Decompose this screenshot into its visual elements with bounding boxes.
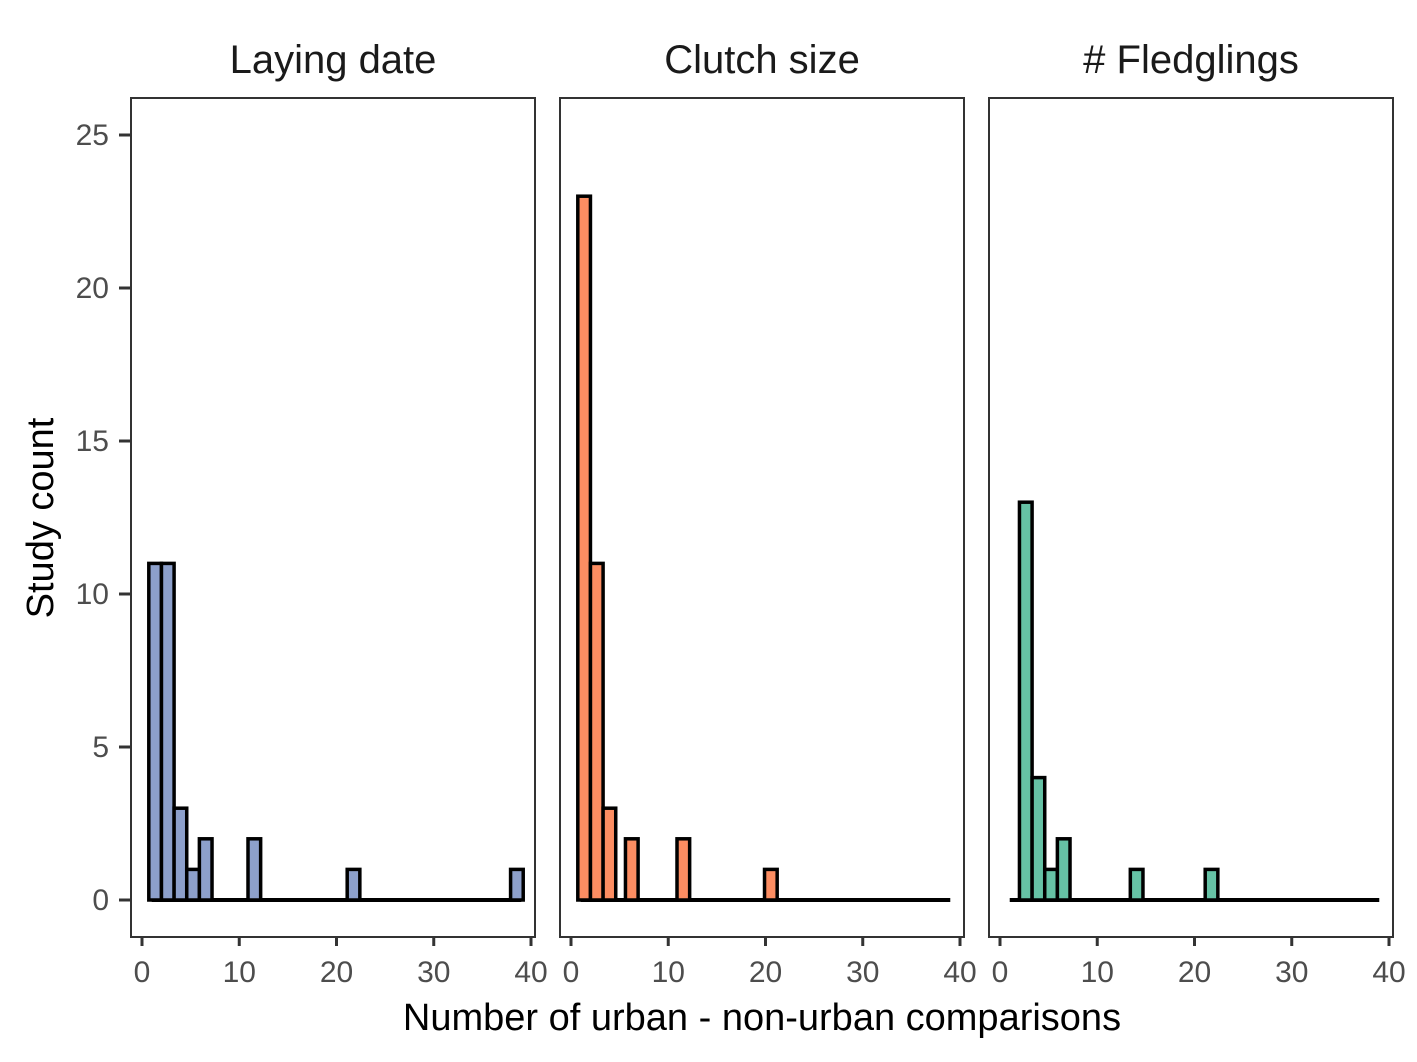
histogram-bar [1017,500,1034,902]
histogram-bar [159,561,176,902]
histogram-bar [588,561,605,902]
panel-2: Clutch size 0 10 20 30 40 [559,38,977,989]
histogram-bar [147,561,164,902]
x-tick-label: 20 [320,956,353,989]
y-tick-label: 5 [92,731,109,764]
histogram-bar [1042,867,1060,902]
histogram-bar [1055,837,1072,902]
histogram-bar [1203,867,1220,902]
x-tick-label: 30 [846,956,879,989]
histogram-bar [184,867,202,902]
panel-1: Laying date 0 10 20 30 40 [130,38,548,989]
x-tick-label: 0 [134,956,151,989]
histogram-bar [1030,775,1047,902]
x-tick-label: 30 [417,956,450,989]
y-tick-label: 25 [76,119,109,152]
panel-title: Laying date [230,38,437,82]
x-tick-label: 10 [652,956,685,989]
histogram-bar [345,867,362,902]
y-tick-label: 10 [76,578,109,611]
histogram-bar [623,837,640,902]
x-tick-label: 40 [943,956,976,989]
x-tick-label: 30 [1275,956,1308,989]
histogram-bar [246,837,263,902]
facet-panels: Laying date 0 10 20 30 40 Clutch size 0 10 20 30 40… [130,38,1406,989]
y-tick-label: 15 [76,425,109,458]
histogram-bar [762,867,779,902]
histogram-bar [1128,867,1145,902]
panel-title: Clutch size [664,38,860,82]
panel-3: # Fledglings 0 10 20 30 40 [988,38,1406,989]
x-tick-label: 40 [1372,956,1405,989]
panel-border [988,97,1394,938]
histogram-bar [508,867,525,902]
x-axis-title: Number of urban - non-urban comparisons [403,997,1121,1039]
x-tick-label: 10 [223,956,256,989]
x-tick-label: 10 [1081,956,1114,989]
y-axis: 0 5 10 15 20 25 [76,119,131,917]
panel-border [130,97,536,938]
x-tick-label: 20 [1178,956,1211,989]
panel-title: # Fledglings [1083,38,1299,82]
panel-border [559,97,965,938]
y-axis-title: Study count [20,417,62,618]
histogram-bar [197,837,214,902]
x-tick-label: 0 [563,956,580,989]
histogram-bar [172,806,189,902]
histogram-bar [601,806,618,902]
histogram-bar [576,194,593,902]
x-tick-label: 20 [749,956,782,989]
x-tick-label: 0 [992,956,1009,989]
y-tick-label: 0 [92,884,109,917]
x-tick-label: 40 [514,956,547,989]
y-tick-label: 20 [76,272,109,305]
histogram-bar [675,837,692,902]
